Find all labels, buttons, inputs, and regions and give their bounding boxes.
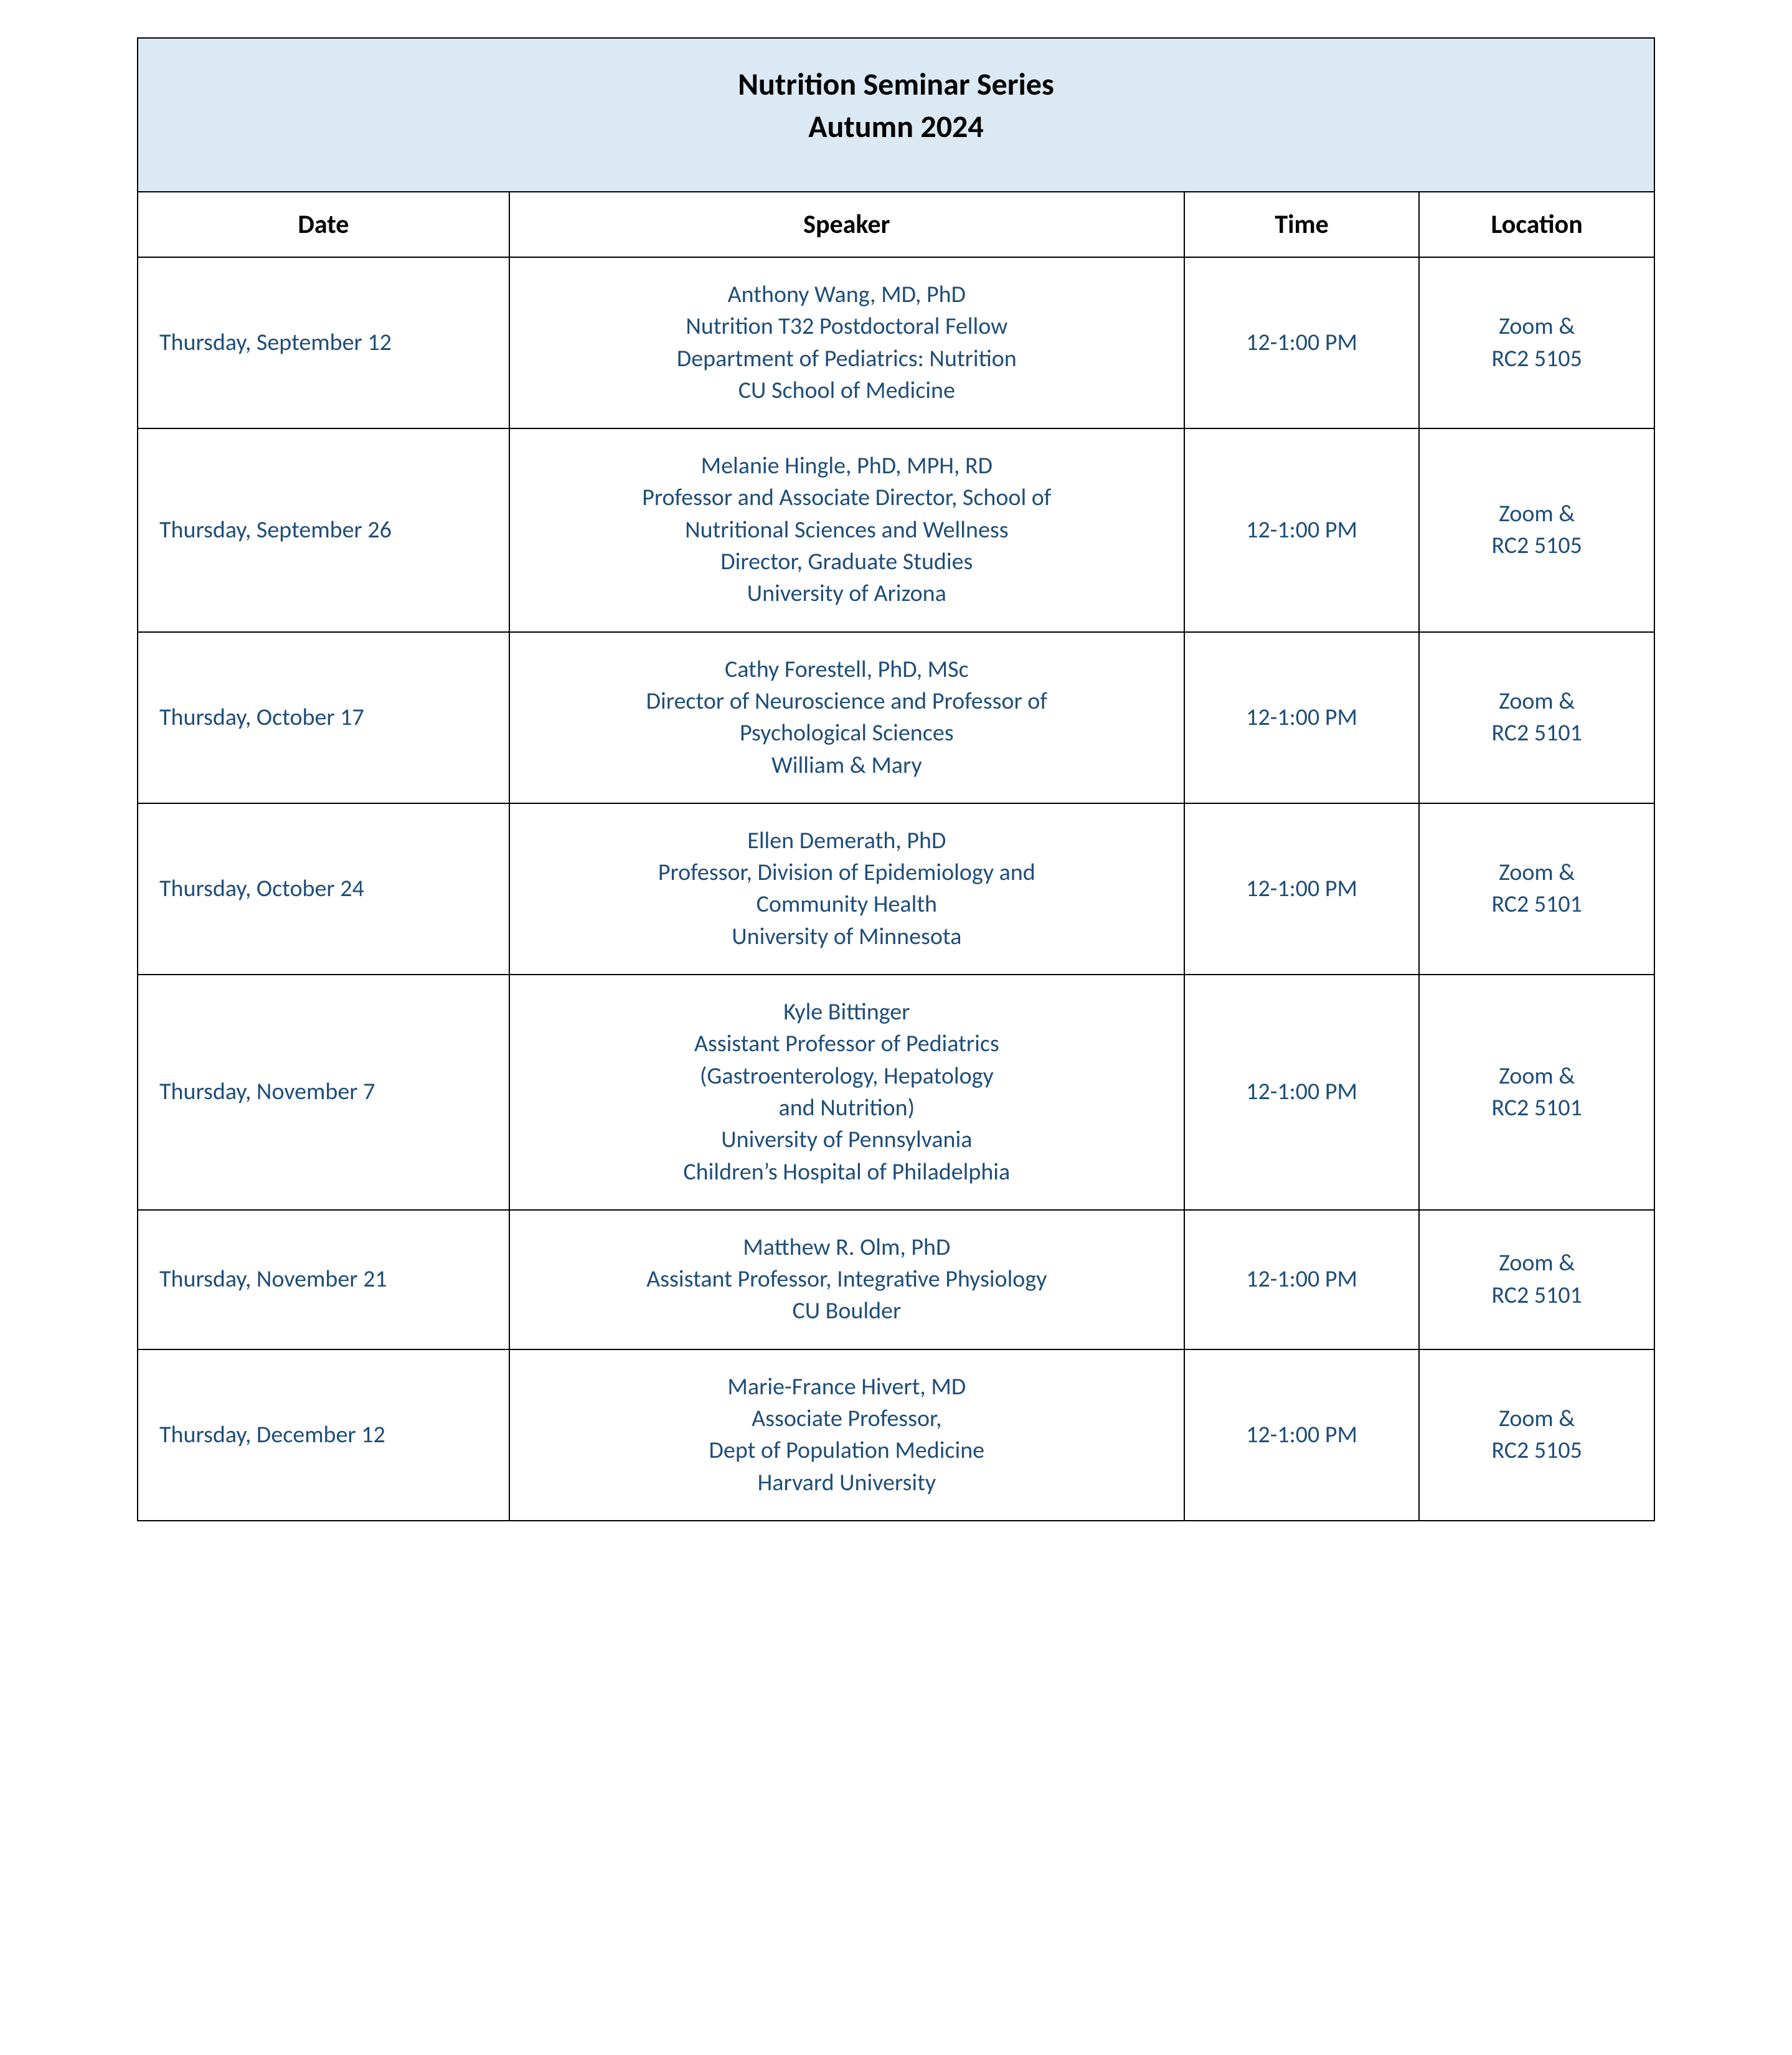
location-cell: Zoom &RC2 5101: [1419, 803, 1654, 975]
table-row: Thursday, October 24Ellen Demerath, PhDP…: [138, 803, 1654, 975]
speaker-cell: Anthony Wang, MD, PhDNutrition T32 Postd…: [509, 257, 1184, 428]
speaker-line: Dept of Population Medicine: [525, 1435, 1169, 1467]
speaker-cell: Cathy Forestell, PhD, MScDirector of Neu…: [509, 632, 1184, 803]
column-header-time: Time: [1184, 192, 1420, 257]
date-cell: Thursday, October 17: [138, 632, 509, 803]
speaker-line: Melanie Hingle, PhD, MPH, RD: [525, 450, 1169, 482]
speaker-line: Children’s Hospital of Philadelphia: [525, 1156, 1169, 1188]
speaker-line: Assistant Professor, Integrative Physiol…: [525, 1264, 1169, 1295]
location-line: Zoom &: [1435, 686, 1639, 717]
speaker-line: University of Minnesota: [525, 921, 1169, 953]
speaker-cell: Kyle BittingerAssistant Professor of Ped…: [509, 975, 1184, 1210]
location-line: RC2 5101: [1435, 889, 1639, 920]
location-cell: Zoom &RC2 5101: [1419, 1210, 1654, 1349]
speaker-line: University of Arizona: [525, 578, 1169, 610]
column-header-date: Date: [138, 192, 509, 257]
title-line-2: Autumn 2024: [808, 108, 983, 146]
location-line: Zoom &: [1435, 1403, 1639, 1435]
speaker-line: Professor and Associate Director, School…: [525, 482, 1169, 514]
speaker-line: Nutritional Sciences and Wellness: [525, 514, 1169, 546]
speaker-line: William & Mary: [525, 750, 1169, 782]
speaker-line: Assistant Professor of Pediatrics: [525, 1028, 1169, 1060]
table-row: Thursday, November 7Kyle BittingerAssist…: [138, 975, 1654, 1210]
time-cell: 12-1:00 PM: [1184, 803, 1420, 975]
time-cell: 12-1:00 PM: [1184, 1210, 1420, 1349]
date-cell: Thursday, December 12: [138, 1349, 509, 1521]
date-cell: Thursday, October 24: [138, 803, 509, 975]
location-line: RC2 5105: [1435, 1435, 1639, 1467]
table-row: Thursday, September 12Anthony Wang, MD, …: [138, 257, 1654, 428]
speaker-cell: Matthew R. Olm, PhDAssistant Professor, …: [509, 1210, 1184, 1349]
speaker-cell: Marie-France Hivert, MDAssociate Profess…: [509, 1349, 1184, 1521]
time-cell: 12-1:00 PM: [1184, 975, 1420, 1210]
title-row: Nutrition Seminar Series Autumn 2024: [138, 38, 1654, 192]
speaker-line: Kyle Bittinger: [525, 996, 1169, 1028]
date-cell: Thursday, November 21: [138, 1210, 509, 1349]
speaker-line: and Nutrition): [525, 1092, 1169, 1124]
speaker-cell: Ellen Demerath, PhDProfessor, Division o…: [509, 803, 1184, 975]
location-cell: Zoom &RC2 5105: [1419, 1349, 1654, 1521]
speaker-line: Nutrition T32 Postdoctoral Fellow: [525, 311, 1169, 342]
column-header-location: Location: [1419, 192, 1654, 257]
location-cell: Zoom &RC2 5101: [1419, 975, 1654, 1210]
time-cell: 12-1:00 PM: [1184, 632, 1420, 803]
speaker-line: University of Pennsylvania: [525, 1124, 1169, 1156]
seminar-schedule-table: Nutrition Seminar Series Autumn 2024 Dat…: [137, 37, 1655, 1521]
date-cell: Thursday, September 26: [138, 428, 509, 631]
speaker-line: CU Boulder: [525, 1295, 1169, 1327]
location-line: RC2 5101: [1435, 1092, 1639, 1124]
table-row: Thursday, November 21Matthew R. Olm, PhD…: [138, 1210, 1654, 1349]
location-line: Zoom &: [1435, 311, 1639, 342]
location-line: RC2 5105: [1435, 343, 1639, 375]
speaker-line: Psychological Sciences: [525, 717, 1169, 749]
speaker-line: Community Health: [525, 889, 1169, 920]
header-row: Date Speaker Time Location: [138, 192, 1654, 257]
table-row: Thursday, September 26Melanie Hingle, Ph…: [138, 428, 1654, 631]
speaker-line: CU School of Medicine: [525, 375, 1169, 407]
time-cell: 12-1:00 PM: [1184, 428, 1420, 631]
location-cell: Zoom &RC2 5105: [1419, 428, 1654, 631]
table-row: Thursday, December 12Marie-France Hivert…: [138, 1349, 1654, 1521]
column-header-speaker: Speaker: [509, 192, 1184, 257]
date-cell: Thursday, November 7: [138, 975, 509, 1210]
location-cell: Zoom &RC2 5105: [1419, 257, 1654, 428]
title-line-1: Nutrition Seminar Series: [738, 65, 1054, 103]
location-line: Zoom &: [1435, 857, 1639, 889]
speaker-line: Anthony Wang, MD, PhD: [525, 279, 1169, 311]
table-row: Thursday, October 17Cathy Forestell, PhD…: [138, 632, 1654, 803]
location-line: Zoom &: [1435, 1247, 1639, 1279]
time-cell: 12-1:00 PM: [1184, 257, 1420, 428]
location-line: Zoom &: [1435, 1061, 1639, 1092]
table-title: Nutrition Seminar Series Autumn 2024: [138, 38, 1654, 192]
location-line: Zoom &: [1435, 498, 1639, 530]
speaker-line: Harvard University: [525, 1467, 1169, 1499]
location-line: RC2 5101: [1435, 717, 1639, 749]
speaker-line: Associate Professor,: [525, 1403, 1169, 1435]
speaker-line: Professor, Division of Epidemiology and: [525, 857, 1169, 889]
speaker-line: Matthew R. Olm, PhD: [525, 1232, 1169, 1264]
speaker-cell: Melanie Hingle, PhD, MPH, RDProfessor an…: [509, 428, 1184, 631]
speaker-line: Director, Graduate Studies: [525, 546, 1169, 578]
location-line: RC2 5105: [1435, 530, 1639, 562]
speaker-line: Marie-France Hivert, MD: [525, 1371, 1169, 1403]
speaker-line: Director of Neuroscience and Professor o…: [525, 686, 1169, 717]
speaker-line: (Gastroenterology, Hepatology: [525, 1061, 1169, 1092]
speaker-line: Ellen Demerath, PhD: [525, 825, 1169, 857]
location-cell: Zoom &RC2 5101: [1419, 632, 1654, 803]
speaker-line: Cathy Forestell, PhD, MSc: [525, 654, 1169, 686]
time-cell: 12-1:00 PM: [1184, 1349, 1420, 1521]
location-line: RC2 5101: [1435, 1280, 1639, 1311]
speaker-line: Department of Pediatrics: Nutrition: [525, 343, 1169, 375]
date-cell: Thursday, September 12: [138, 257, 509, 428]
